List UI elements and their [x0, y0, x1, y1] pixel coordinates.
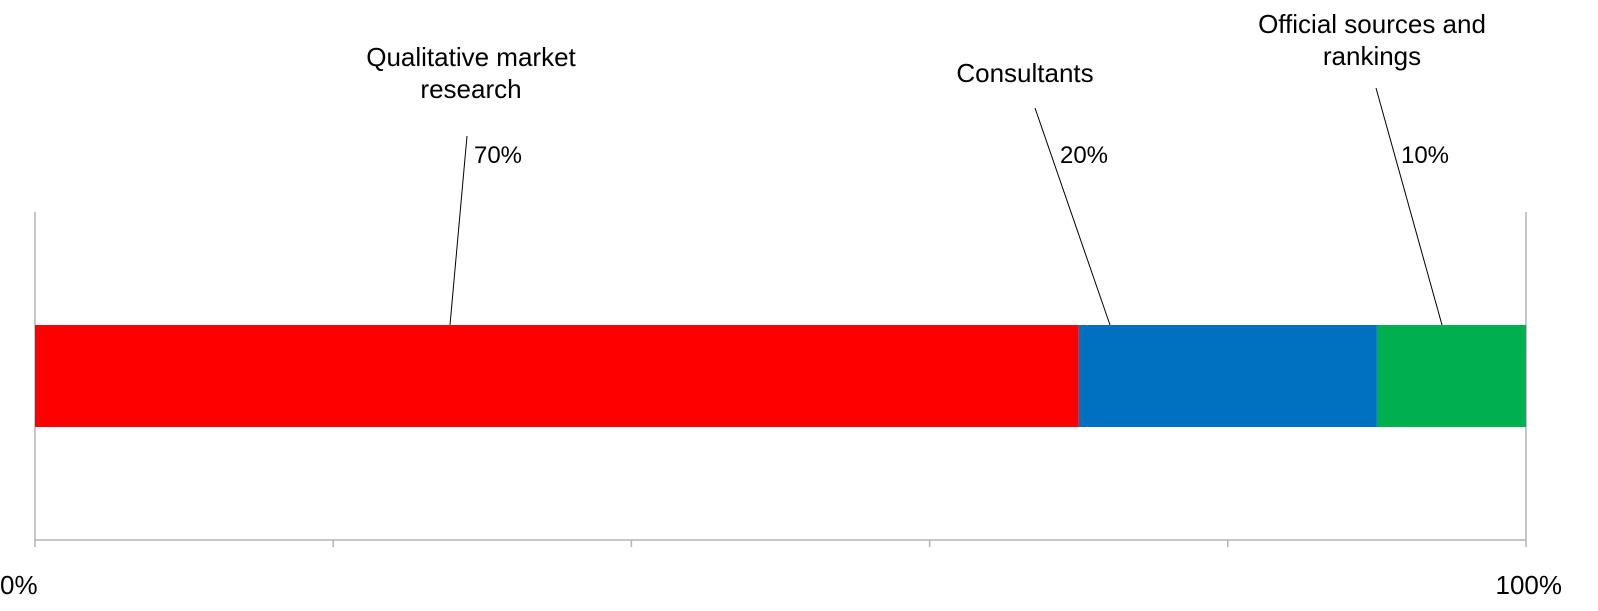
segment-value-label-1: 70%: [474, 142, 522, 169]
segment-value-label-2: 20%: [1060, 142, 1108, 169]
segment-value-label-3: 10%: [1401, 142, 1449, 169]
bar-segment-2: [1078, 325, 1377, 427]
segment-name-label-2: Consultants: [956, 58, 1093, 88]
bar-segment-1: [35, 325, 1079, 427]
bar-segment-3: [1376, 325, 1526, 427]
leader-line-3: [1375, 87, 1443, 326]
leader-lines: [449, 87, 1443, 326]
segment-name-label-3: Official sources and rankings: [1258, 9, 1486, 71]
segment-name-label-1: Qualitative market research: [366, 42, 576, 104]
chart-bars: [35, 325, 1526, 427]
leader-line-1: [449, 135, 468, 326]
x-tick-label: 100%: [1496, 570, 1563, 600]
segment-labels: Qualitative market research 70% Consultants…: [366, 9, 1486, 169]
x-tick-label: 0%: [0, 570, 38, 600]
x-tick-labels: 0% 100%: [0, 570, 1562, 600]
leader-line-2: [1034, 107, 1111, 326]
